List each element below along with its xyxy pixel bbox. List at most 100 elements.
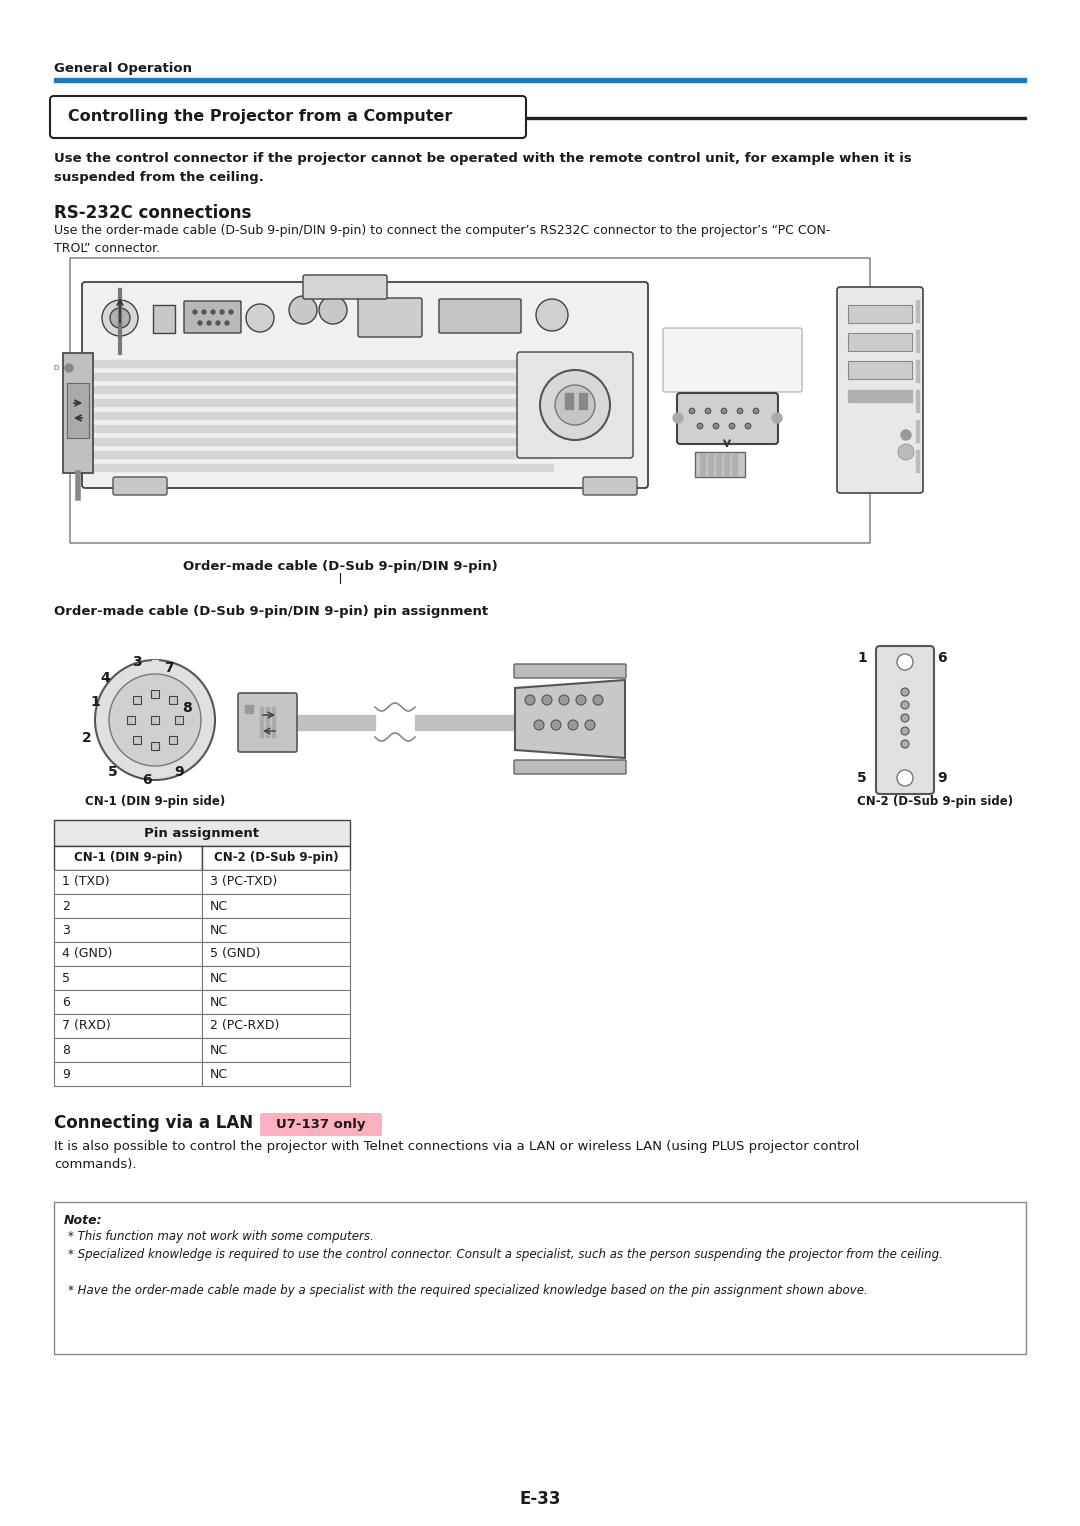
Circle shape — [772, 414, 782, 423]
Bar — [295, 716, 375, 729]
Text: 6: 6 — [937, 652, 947, 665]
Bar — [93, 464, 553, 472]
Bar — [54, 942, 202, 966]
FancyBboxPatch shape — [113, 478, 167, 494]
Bar — [916, 450, 919, 472]
Bar — [93, 426, 553, 432]
Bar — [202, 990, 350, 1013]
Circle shape — [897, 771, 913, 786]
Circle shape — [705, 407, 711, 414]
Circle shape — [901, 700, 909, 710]
Bar — [202, 919, 350, 942]
Circle shape — [737, 407, 743, 414]
Bar — [93, 386, 553, 394]
Bar — [133, 696, 141, 703]
Text: Use the control connector if the projector cannot be operated with the remote co: Use the control connector if the project… — [54, 153, 912, 183]
Text: NC: NC — [210, 995, 228, 1009]
Bar — [54, 1062, 202, 1087]
Text: Use the order-made cable (D-Sub 9-pin/DIN 9-pin) to connect the computer’s RS232: Use the order-made cable (D-Sub 9-pin/DI… — [54, 224, 831, 255]
Bar — [579, 394, 588, 409]
Bar — [93, 438, 553, 446]
Text: Controlling the Projector from a Computer: Controlling the Projector from a Compute… — [68, 110, 453, 125]
FancyBboxPatch shape — [876, 645, 934, 794]
Circle shape — [225, 320, 229, 325]
Text: 8: 8 — [62, 1044, 70, 1056]
Text: Order-made cable (D-Sub 9-pin/DIN 9-pin): Order-made cable (D-Sub 9-pin/DIN 9-pin) — [183, 560, 498, 572]
Circle shape — [220, 310, 224, 314]
Bar — [848, 391, 912, 401]
Text: 1: 1 — [858, 652, 867, 665]
Text: NC: NC — [210, 1068, 228, 1080]
Bar — [54, 894, 202, 919]
FancyBboxPatch shape — [677, 394, 778, 444]
FancyBboxPatch shape — [82, 282, 648, 488]
Circle shape — [697, 423, 703, 429]
Bar — [175, 716, 183, 723]
Circle shape — [95, 661, 215, 780]
Bar — [848, 305, 912, 324]
Text: 7 (RXD): 7 (RXD) — [62, 1019, 111, 1033]
FancyBboxPatch shape — [238, 693, 297, 752]
Bar — [54, 1038, 202, 1062]
Bar — [93, 452, 553, 458]
Bar — [415, 716, 515, 729]
Circle shape — [211, 310, 215, 314]
Text: 2: 2 — [82, 731, 92, 745]
Bar — [732, 455, 737, 475]
Bar — [54, 78, 1026, 81]
Bar — [202, 870, 350, 894]
Bar — [916, 301, 919, 322]
FancyBboxPatch shape — [70, 258, 870, 543]
Bar — [708, 455, 713, 475]
Bar — [202, 845, 350, 870]
Circle shape — [551, 720, 561, 729]
Text: * This function may not work with some computers.: * This function may not work with some c… — [68, 1230, 374, 1244]
Circle shape — [901, 430, 912, 439]
Text: CN-2 (D-Sub 9-pin): CN-2 (D-Sub 9-pin) — [214, 852, 338, 865]
Circle shape — [110, 308, 130, 328]
Text: 7: 7 — [164, 661, 174, 674]
Circle shape — [229, 310, 233, 314]
Text: CN-2 (D-Sub 9-pin side): CN-2 (D-Sub 9-pin side) — [856, 795, 1013, 807]
Text: 2: 2 — [62, 899, 70, 913]
Circle shape — [593, 694, 603, 705]
Text: NC: NC — [210, 1044, 228, 1056]
Bar — [93, 412, 553, 420]
Circle shape — [585, 720, 595, 729]
Text: * Specialized knowledge is required to use the control connector. Consult a spec: * Specialized knowledge is required to u… — [68, 1248, 943, 1260]
Circle shape — [559, 694, 569, 705]
Circle shape — [897, 444, 914, 459]
Text: RS-232C: RS-232C — [706, 342, 760, 354]
FancyBboxPatch shape — [357, 298, 422, 337]
Circle shape — [901, 688, 909, 696]
Bar — [168, 736, 177, 745]
Circle shape — [897, 655, 913, 670]
Text: CN-1 (DIN 9-pin side): CN-1 (DIN 9-pin side) — [85, 795, 225, 807]
Bar — [202, 1038, 350, 1062]
Text: 1 (TXD): 1 (TXD) — [62, 876, 110, 888]
FancyBboxPatch shape — [438, 299, 521, 333]
Circle shape — [576, 694, 586, 705]
Bar — [260, 707, 264, 737]
Bar — [54, 1202, 1026, 1354]
Circle shape — [540, 369, 610, 439]
Text: Pin assignment: Pin assignment — [145, 827, 259, 839]
Bar — [153, 305, 175, 333]
Bar — [93, 372, 553, 380]
FancyBboxPatch shape — [837, 287, 923, 493]
Bar — [152, 661, 158, 670]
Bar — [848, 333, 912, 351]
FancyBboxPatch shape — [50, 96, 526, 137]
Text: 3: 3 — [132, 655, 141, 668]
Bar — [127, 716, 135, 723]
Circle shape — [193, 310, 197, 314]
Text: It is also possible to control the projector with Telnet connections via a LAN o: It is also possible to control the proje… — [54, 1140, 860, 1170]
Bar — [916, 420, 919, 443]
Text: 6: 6 — [62, 995, 70, 1009]
Bar — [202, 1013, 350, 1038]
FancyBboxPatch shape — [517, 353, 633, 458]
Bar — [54, 819, 350, 845]
Circle shape — [319, 296, 347, 324]
Text: D: D — [53, 365, 58, 371]
Circle shape — [536, 299, 568, 331]
